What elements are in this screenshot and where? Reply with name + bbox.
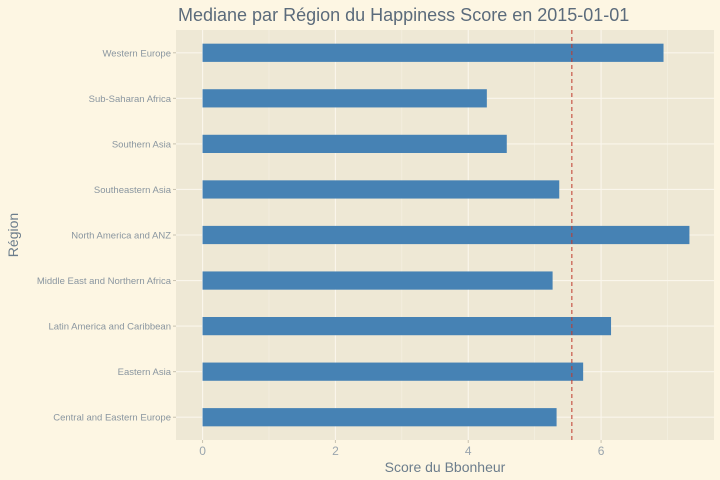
y-tick-label: Western Europe xyxy=(103,48,171,59)
y-tick-label: North America and ANZ xyxy=(71,231,171,242)
y-tick-label: Sub-Saharan Africa xyxy=(89,94,172,105)
y-axis-title: Région xyxy=(5,213,21,257)
chart-title: Mediane par Région du Happiness Score en… xyxy=(178,5,629,25)
x-axis-ticks: 0 2 4 6 xyxy=(199,440,605,458)
bar xyxy=(202,180,560,199)
y-tick-label: Middle East and Northern Africa xyxy=(37,276,172,287)
x-axis-title: Score du Bbonheur xyxy=(385,459,506,475)
bar xyxy=(202,43,664,62)
bars xyxy=(202,43,690,427)
y-tick-label: Eastern Asia xyxy=(118,367,172,378)
bar xyxy=(202,317,612,336)
bar xyxy=(202,362,584,381)
x-tick-label: 2 xyxy=(332,444,339,458)
y-tick-label: Latin America and Caribbean xyxy=(48,322,171,333)
bar xyxy=(202,271,553,290)
x-tick-label: 6 xyxy=(598,444,605,458)
y-tick-label: Central and Eastern Europe xyxy=(53,413,171,424)
bar xyxy=(202,408,557,427)
x-tick-label: 0 xyxy=(199,444,206,458)
y-tick-label: Southeastern Asia xyxy=(94,185,172,196)
y-tick-label: Southern Asia xyxy=(112,139,172,150)
y-axis-ticks: Central and Eastern Europe Eastern Asia La… xyxy=(37,48,176,424)
x-tick-label: 4 xyxy=(465,444,472,458)
bar xyxy=(202,134,507,153)
bar xyxy=(202,225,690,245)
bar xyxy=(202,89,487,108)
